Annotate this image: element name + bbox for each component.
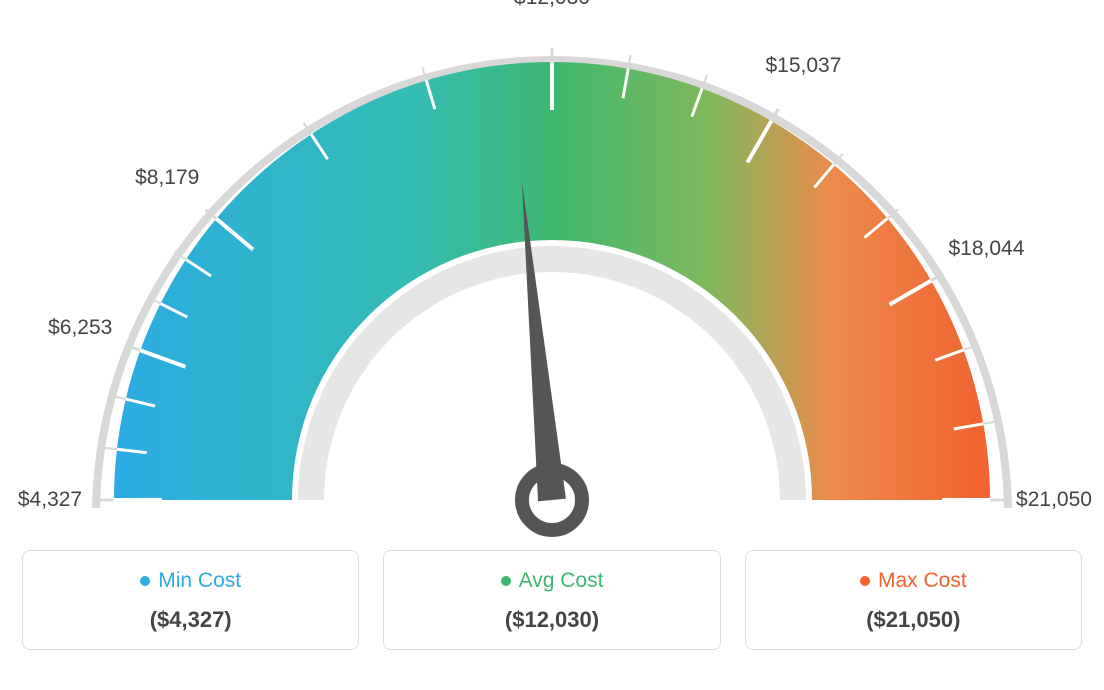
gauge-tick-label: $15,037 bbox=[765, 54, 841, 78]
legend-max-title: Max Cost bbox=[860, 569, 967, 593]
gauge-tick-label: $4,327 bbox=[18, 488, 82, 512]
gauge-tick-label: $21,050 bbox=[1016, 488, 1092, 512]
legend-min: Min Cost ($4,327) bbox=[22, 550, 359, 650]
cost-gauge: $4,327$6,253$8,179$12,030$15,037$18,044$… bbox=[2, 20, 1102, 560]
gauge-tick-label: $8,179 bbox=[135, 166, 199, 190]
legend-avg-title: Avg Cost bbox=[501, 569, 604, 593]
gauge-tick-label: $18,044 bbox=[949, 237, 1025, 261]
legend-max-label: Max Cost bbox=[878, 569, 967, 593]
legend-avg-value: ($12,030) bbox=[505, 607, 599, 633]
legend-max: Max Cost ($21,050) bbox=[745, 550, 1082, 650]
gauge-tick-label: $6,253 bbox=[48, 316, 112, 340]
legend-min-label: Min Cost bbox=[158, 569, 241, 593]
gauge-svg bbox=[2, 20, 1102, 560]
dot-icon bbox=[860, 576, 870, 586]
dot-icon bbox=[140, 576, 150, 586]
legend-min-value: ($4,327) bbox=[150, 607, 232, 633]
legend-row: Min Cost ($4,327) Avg Cost ($12,030) Max… bbox=[22, 550, 1082, 650]
dot-icon bbox=[501, 576, 511, 586]
legend-avg: Avg Cost ($12,030) bbox=[383, 550, 720, 650]
legend-min-title: Min Cost bbox=[140, 569, 241, 593]
gauge-tick-label: $12,030 bbox=[514, 0, 590, 10]
legend-max-value: ($21,050) bbox=[866, 607, 960, 633]
legend-avg-label: Avg Cost bbox=[519, 569, 604, 593]
